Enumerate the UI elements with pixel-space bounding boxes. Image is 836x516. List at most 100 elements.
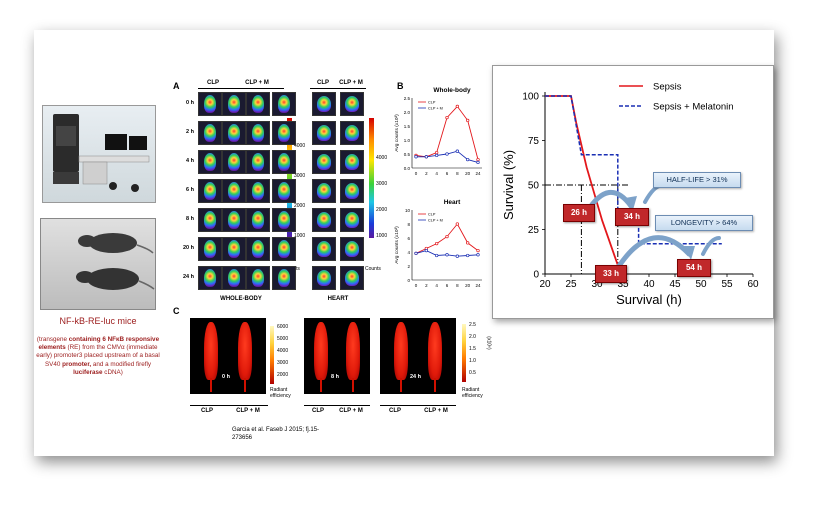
left-ramp-label: Radiant efficiency xyxy=(270,387,291,399)
instrument-illustration xyxy=(53,114,150,192)
y-tick-label: 0 xyxy=(407,278,410,283)
wb-counts-scale xyxy=(287,118,292,238)
left-ramp-tick: 6000 xyxy=(277,324,289,330)
data-point xyxy=(445,234,449,239)
y-tick-label: 2.0 xyxy=(404,110,411,115)
x-tick-label: 0 xyxy=(415,283,418,288)
arrow-to-label xyxy=(701,236,721,256)
data-point xyxy=(455,104,459,109)
survival-chart-frame: 0 25 50 75 100 20 25 30 35 40 45 50 55 60 Survival (h)… xyxy=(492,65,774,319)
whole-body-image xyxy=(246,92,270,116)
row-label: 8 h xyxy=(186,216,194,222)
time-label-24h: 24 h xyxy=(410,374,422,380)
data-point xyxy=(435,153,439,158)
data-point xyxy=(445,115,449,120)
x-axis-label: Survival (h) xyxy=(616,292,682,307)
wb-scale-tick: 3000 xyxy=(294,173,306,179)
data-point xyxy=(445,152,449,156)
heart-image xyxy=(340,266,364,290)
x-tick-label: 8 xyxy=(456,283,459,288)
y-tick-label: 75 xyxy=(528,136,540,147)
whole-body-image xyxy=(246,179,270,203)
panel-c-group-clp-m: CLP + M xyxy=(424,408,448,414)
whole-body-image xyxy=(222,121,246,145)
red-mouse xyxy=(238,322,252,392)
whole-body-image xyxy=(272,150,296,174)
x-tick-label: 24 xyxy=(475,283,481,288)
panel-c-group-clp: CLP xyxy=(312,408,324,414)
x-tick-label: 8 xyxy=(456,171,459,176)
right-ramp-tick: 2.5 xyxy=(469,322,476,328)
x-tick-label: 20 xyxy=(539,279,551,290)
heart-image xyxy=(340,179,364,203)
citation: Garcia et al. Faseb J 2015; fj.15- 27365… xyxy=(232,427,320,441)
whole-body-image xyxy=(246,150,270,174)
data-point xyxy=(414,251,418,256)
panel-a-col-clp-m: CLP + M xyxy=(245,80,269,86)
whole-body-image xyxy=(198,266,222,290)
data-point xyxy=(424,248,428,253)
x-tick-label: 50 xyxy=(695,279,707,290)
group-rule xyxy=(380,405,456,406)
whole-body-image xyxy=(272,179,296,203)
time-label-0h: 0 h xyxy=(222,374,230,380)
half-life-sepsis-box: 26 h xyxy=(563,204,595,222)
left-radiance-ramp xyxy=(270,326,274,384)
y-tick-label: 50 xyxy=(528,181,540,192)
panel-c-letter: C xyxy=(173,306,180,316)
description-part: luciferase xyxy=(73,368,103,376)
whole-body-image xyxy=(246,121,270,145)
slide: NF-kB-RE-luc mice (transgene containing … xyxy=(34,30,774,456)
data-point xyxy=(414,155,418,159)
heart-image xyxy=(340,208,364,232)
longevity-melatonin-box: 54 h xyxy=(677,259,711,277)
left-ramp-tick: 2000 xyxy=(277,372,289,378)
wb-footer: WHOLE-BODY xyxy=(220,296,262,302)
row-label: 4 h xyxy=(186,158,194,164)
right-ramp-tick: 1.5 xyxy=(469,346,476,352)
whole-body-image xyxy=(222,208,246,232)
data-point xyxy=(435,253,439,258)
legend-label: CLP + M xyxy=(428,107,443,111)
description-part: promoter, xyxy=(62,360,92,368)
x-tick-label: 40 xyxy=(643,279,655,290)
whole-body-image xyxy=(222,266,246,290)
data-point xyxy=(476,253,480,257)
left-ramp-tick: 5000 xyxy=(277,336,289,342)
row-label: 24 h xyxy=(182,274,194,280)
arrow-to-label xyxy=(643,183,665,204)
x-tick-label: 24 xyxy=(475,171,481,176)
panel-a-heart-col-clp: CLP xyxy=(317,80,329,86)
heart-image xyxy=(312,237,336,261)
whole-body-image xyxy=(198,92,222,116)
right-ramp-tick: 1.0 xyxy=(469,358,476,364)
x-tick-label: 35 xyxy=(617,279,629,290)
heart-footer: HEART xyxy=(327,296,349,302)
chart-title: Whole-body xyxy=(433,87,471,94)
panel-c-image-8h: 8 h xyxy=(304,318,370,394)
left-ramp-tick: 3000 xyxy=(277,360,289,366)
x-tick-label: 6 xyxy=(446,283,449,288)
panel-c-image-24h: 24 h xyxy=(380,318,456,394)
x-tick-label: 30 xyxy=(591,279,603,290)
half-life-melatonin-box: 34 h xyxy=(615,208,649,226)
panel-c-image-0h: 0 h xyxy=(190,318,266,394)
heart-scale-tick: 3000 xyxy=(376,181,388,187)
red-mouse xyxy=(314,322,328,392)
x-tick-label: 55 xyxy=(721,279,733,290)
group-rule xyxy=(304,405,370,406)
row-label: 6 h xyxy=(186,187,194,193)
mice-photo xyxy=(40,218,156,310)
whole-body-image xyxy=(222,150,246,174)
data-point xyxy=(445,253,449,257)
panel-a-letter: A xyxy=(173,81,180,91)
data-point xyxy=(476,160,480,165)
description-part: and a modified firefly xyxy=(91,360,152,368)
heart-image xyxy=(312,92,336,116)
data-point xyxy=(424,155,428,159)
wb-scale-tick: 2000 xyxy=(294,203,306,209)
data-point xyxy=(466,118,470,123)
data-point xyxy=(476,157,480,162)
group-rule xyxy=(190,405,268,406)
